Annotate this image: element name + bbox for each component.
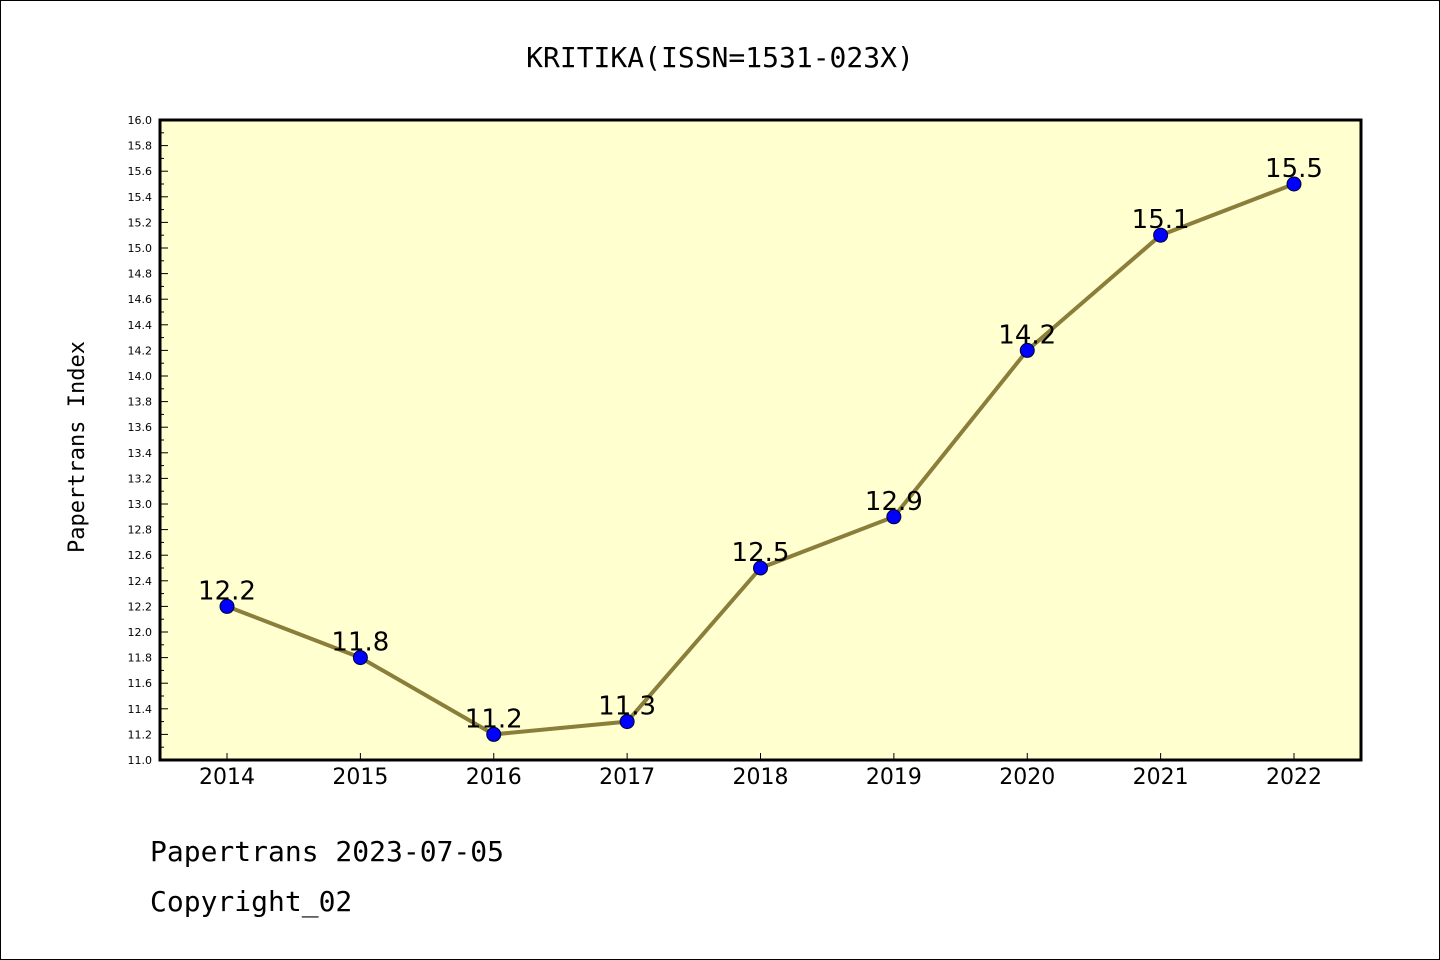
y-tick-label: 12.0 [128,626,153,639]
y-tick-label: 13.2 [128,472,153,485]
y-tick-label: 13.6 [128,421,153,434]
data-labels: 12.2 11.8 11.2 11.3 12.5 12.9 14.2 15.1 15.5 [198,154,1323,734]
y-tick-label: 16.0 [128,114,153,127]
y-tick-label: 13.0 [128,498,153,511]
x-tick-label: 2019 [866,765,922,790]
y-tick-label: 14.0 [128,370,153,383]
y-tick-label: 14.6 [128,293,153,306]
chart-title: KRITIKA(ISSN=1531-023X) [526,41,914,74]
y-tick-label: 14.4 [128,319,153,332]
y-tick-label: 14.2 [128,344,153,357]
y-tick-label: 11.4 [128,703,153,716]
x-axis-ticks: 2014 2015 2016 2017 2018 2019 2020 2021 2022 [199,753,1322,790]
data-label: 14.2 [998,320,1056,350]
y-axis-label: Papertrans Index [65,341,90,553]
y-tick-label: 15.6 [128,165,153,178]
x-tick-label: 2020 [999,765,1055,790]
data-label: 11.8 [331,628,389,658]
y-tick-label: 13.8 [128,396,153,409]
y-tick-label: 12.2 [128,600,153,613]
footer-date: Papertrans 2023-07-05 [150,835,505,868]
data-point [753,560,768,576]
y-tick-label: 15.2 [128,216,153,229]
y-tick-label: 15.8 [128,140,153,153]
data-label: 12.2 [198,576,256,606]
y-tick-label: 11.8 [128,652,153,665]
data-point [486,726,502,742]
data-label: 11.3 [598,692,656,722]
y-tick-label: 15.4 [128,191,153,204]
y-tick-label: 12.4 [128,575,153,588]
x-tick-label: 2022 [1266,765,1322,790]
x-tick-label: 2021 [1133,765,1189,790]
data-point [1286,176,1302,192]
data-point [886,509,902,525]
y-axis-ticks: 11.0 11.2 11.4 11.6 11.8 12.0 12.2 12.4 12.6 12.8… [128,114,168,767]
data-points [219,176,1302,742]
y-tick-label: 13.4 [128,447,153,460]
x-tick-label: 2017 [599,765,655,790]
data-label: 12.5 [732,538,790,568]
data-label: 12.9 [865,487,923,517]
data-label: 15.5 [1265,154,1323,184]
data-point [1153,227,1169,243]
y-tick-label: 11.6 [128,677,153,690]
x-tick-label: 2015 [332,765,388,790]
data-label: 11.2 [465,704,523,734]
footer-copyright: Copyright_02 [150,885,353,918]
data-label: 15.1 [1132,205,1190,235]
y-tick-label: 12.8 [128,524,153,537]
data-point [352,650,368,666]
data-point [619,714,635,730]
x-tick-label: 2016 [466,765,522,790]
y-tick-label: 11.2 [128,728,153,741]
y-tick-label: 11.0 [128,754,153,767]
data-point [219,598,235,614]
x-tick-label: 2018 [733,765,789,790]
data-point [1019,342,1035,358]
y-tick-label: 12.6 [128,549,153,562]
y-tick-label: 15.0 [128,242,153,255]
x-tick-label: 2014 [199,765,255,790]
y-tick-label: 14.8 [128,268,153,281]
